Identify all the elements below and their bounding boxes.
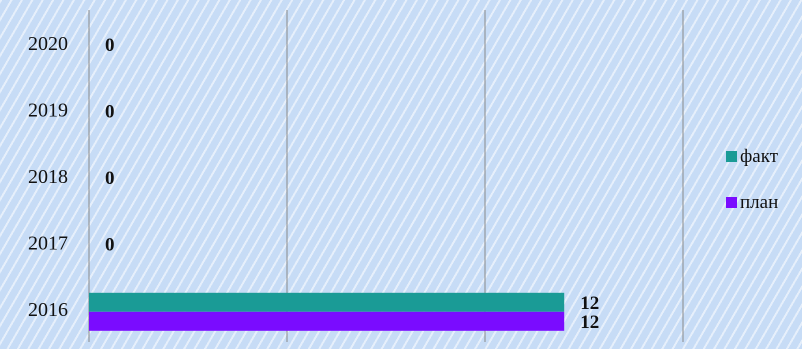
- data-label: 0: [105, 168, 115, 189]
- legend-swatch: [726, 197, 737, 208]
- data-label: 0: [105, 35, 115, 56]
- data-label: 12: [580, 293, 599, 314]
- bar: [89, 292, 565, 312]
- category-label: 2019: [28, 100, 68, 122]
- category-label: 2016: [28, 299, 68, 321]
- data-label: 12: [580, 312, 599, 333]
- category-label: 2018: [28, 166, 68, 188]
- legend-label: план: [740, 192, 778, 213]
- legend-label: факт: [740, 146, 779, 167]
- data-label: 0: [105, 102, 115, 123]
- bar: [89, 311, 565, 331]
- category-label: 2017: [28, 232, 68, 254]
- legend-swatch: [726, 151, 737, 162]
- data-label: 0: [105, 234, 115, 255]
- category-label: 2020: [28, 33, 68, 55]
